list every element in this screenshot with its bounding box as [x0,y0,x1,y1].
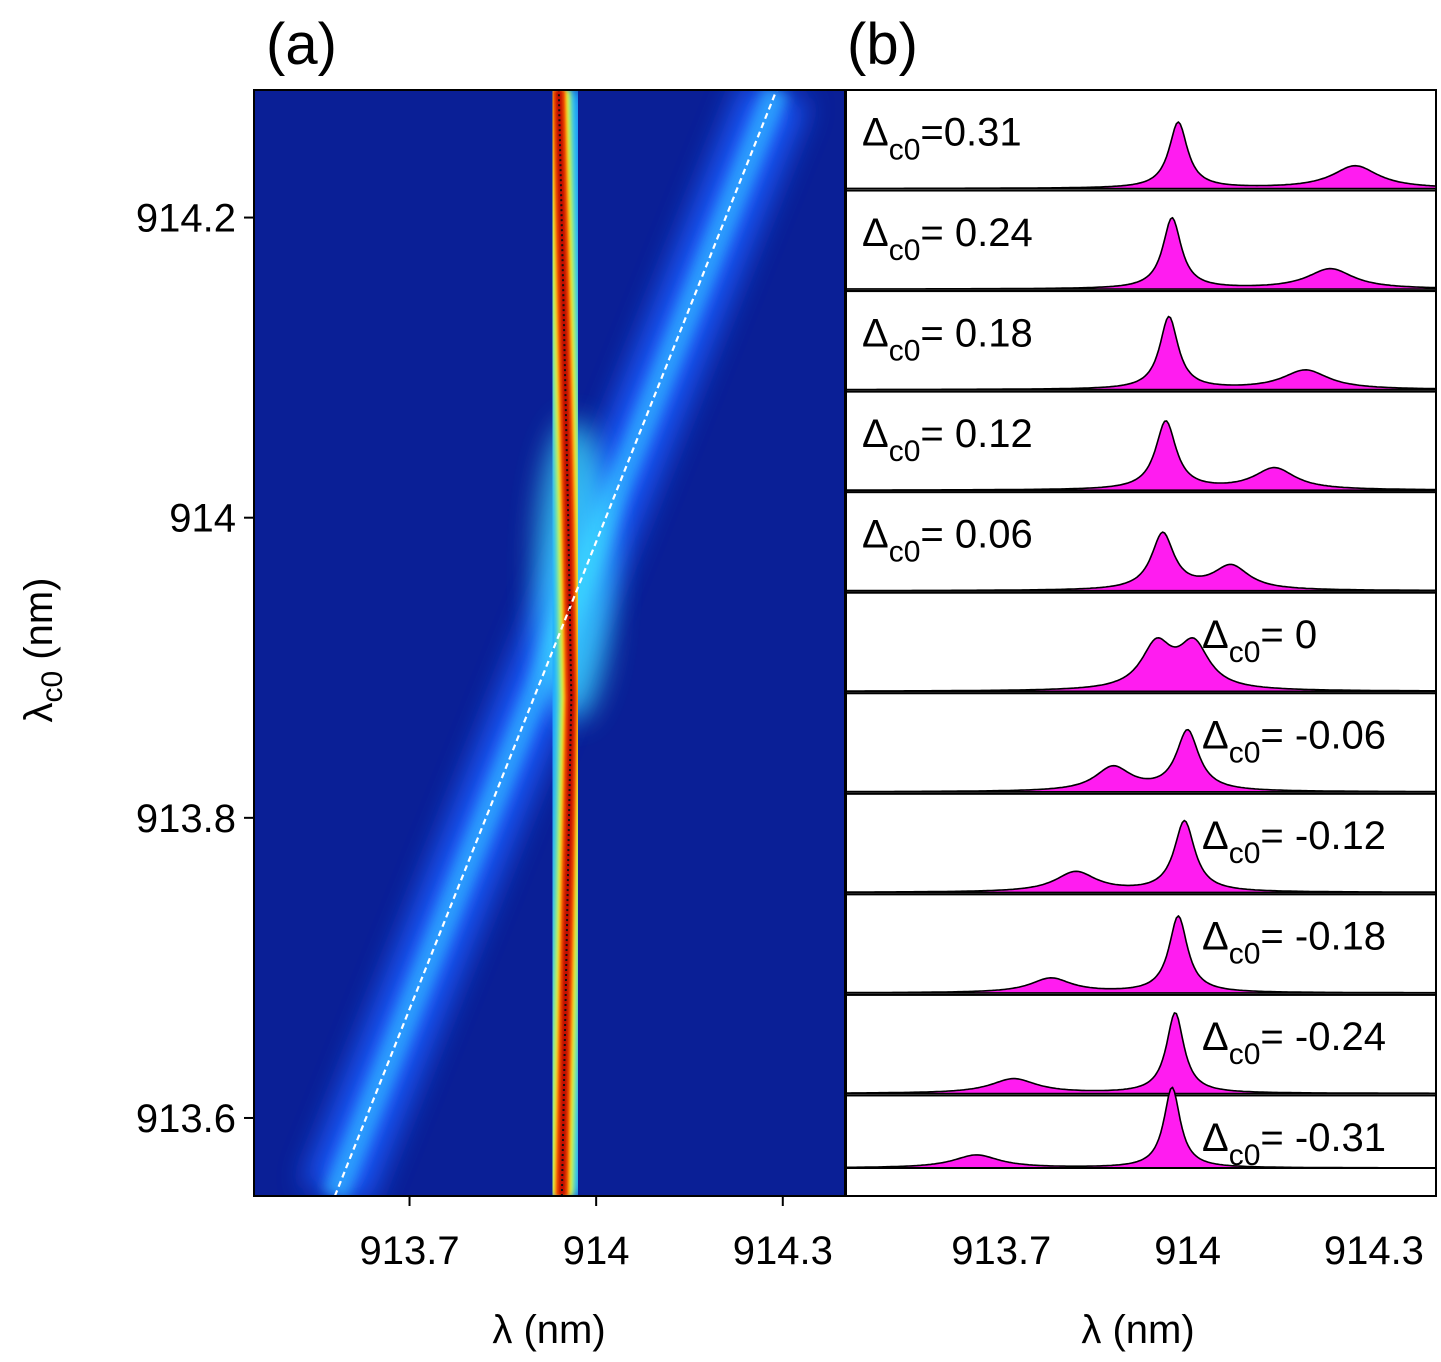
x-tick-label: 913.7 [951,1229,1051,1273]
spectrum-row-frame [845,893,1437,996]
y-tick-label: 913.6 [136,1097,236,1141]
spectrum-row: Δc0= 0.24 [845,189,1437,293]
detuning-label: Δc0= 0.06 [862,512,1033,568]
spectrum-row: Δc0= 0 [845,591,1437,695]
detuning-label: Δc0= 0.18 [862,311,1033,367]
x-tick-label: 914 [1154,1229,1221,1273]
detuning-label: Δc0= -0.31 [1202,1116,1386,1172]
spectrum-curve [845,637,1437,693]
panel-a-label: (a) [266,12,337,77]
spectrum-curve [845,315,1437,391]
detuning-label: Δc0=0.31 [862,110,1022,166]
spectrum-row: Δc0=0.31 [845,89,1437,192]
detuning-label: Δc0= 0 [1202,613,1317,669]
spectrum-curve [845,819,1437,894]
panel-b-label: (b) [847,12,918,77]
spectrum-curve [845,1012,1437,1095]
detuning-label: Δc0= 0.24 [862,211,1033,267]
spectrum-row: Δc0= 0.18 [845,290,1437,393]
spectrum-curve [845,531,1437,592]
x-tick-label: 914.3 [733,1229,833,1273]
detuning-label: Δc0= -0.12 [1202,814,1386,870]
detuning-label: Δc0= -0.24 [1202,1015,1386,1071]
spectrum-row-frame [845,993,1437,1097]
detuning-label: Δc0= -0.18 [1202,915,1386,971]
y-tick-label: 914 [169,497,236,541]
spectrum-curve [845,728,1437,793]
y-tick-label: 913.8 [136,797,236,841]
spectrum-row-frame [845,290,1437,393]
spectra-x-axis-label: λ (nm) [1081,1308,1194,1352]
x-tick-label: 914.3 [1324,1229,1424,1273]
spectrum-row-frame [845,692,1437,795]
spectrum-row: Δc0= 0.06 [845,491,1437,594]
spectrum-row: Δc0= -0.18 [845,893,1437,996]
heatmap-x-axis-label: λ (nm) [492,1308,605,1352]
spectrum-curve [845,121,1437,190]
spectrum-row: Δc0= -0.12 [845,792,1437,896]
spectra-axes: 913.7 914 914.3 [951,1229,1424,1273]
spectrum-row-frame [845,1094,1437,1198]
guide-lines [333,90,778,1196]
spectrum-row: Δc0= -0.24 [845,993,1437,1097]
spectrum-row: Δc0= 0.12 [845,390,1437,494]
cavity-guide-line [333,90,778,1196]
spectrum-curve [845,915,1437,994]
spectrum-curve [845,420,1437,491]
detuning-label: Δc0= 0.12 [862,412,1033,468]
heatmap-panel: 913.6 913.8 914 914.2 913.7 914 914.3 [136,89,846,1273]
x-tick-label: 914 [563,1229,630,1273]
heatmap-axes: 913.6 913.8 914 914.2 913.7 914 914.3 [136,197,833,1273]
x-tick-label: 913.7 [359,1229,459,1273]
spectra-panel: Δc0=0.31 Δc0= 0.24 Δc0= 0.18 Δc0= 0.12 Δc0= … [845,89,1437,1273]
spectra-stack: Δc0=0.31 Δc0= 0.24 Δc0= 0.18 Δc0= 0.12 Δc0= … [845,89,1437,1198]
spectrum-row: Δc0= -0.06 [845,692,1437,795]
detuning-label: Δc0= -0.06 [1202,714,1386,770]
heatmap-y-axis-label: λc0 (nm) [17,577,69,722]
spectrum-row: Δc0= -0.31 [845,1086,1437,1198]
y-tick-label: 914.2 [136,197,236,241]
spectrum-curve [845,216,1437,290]
